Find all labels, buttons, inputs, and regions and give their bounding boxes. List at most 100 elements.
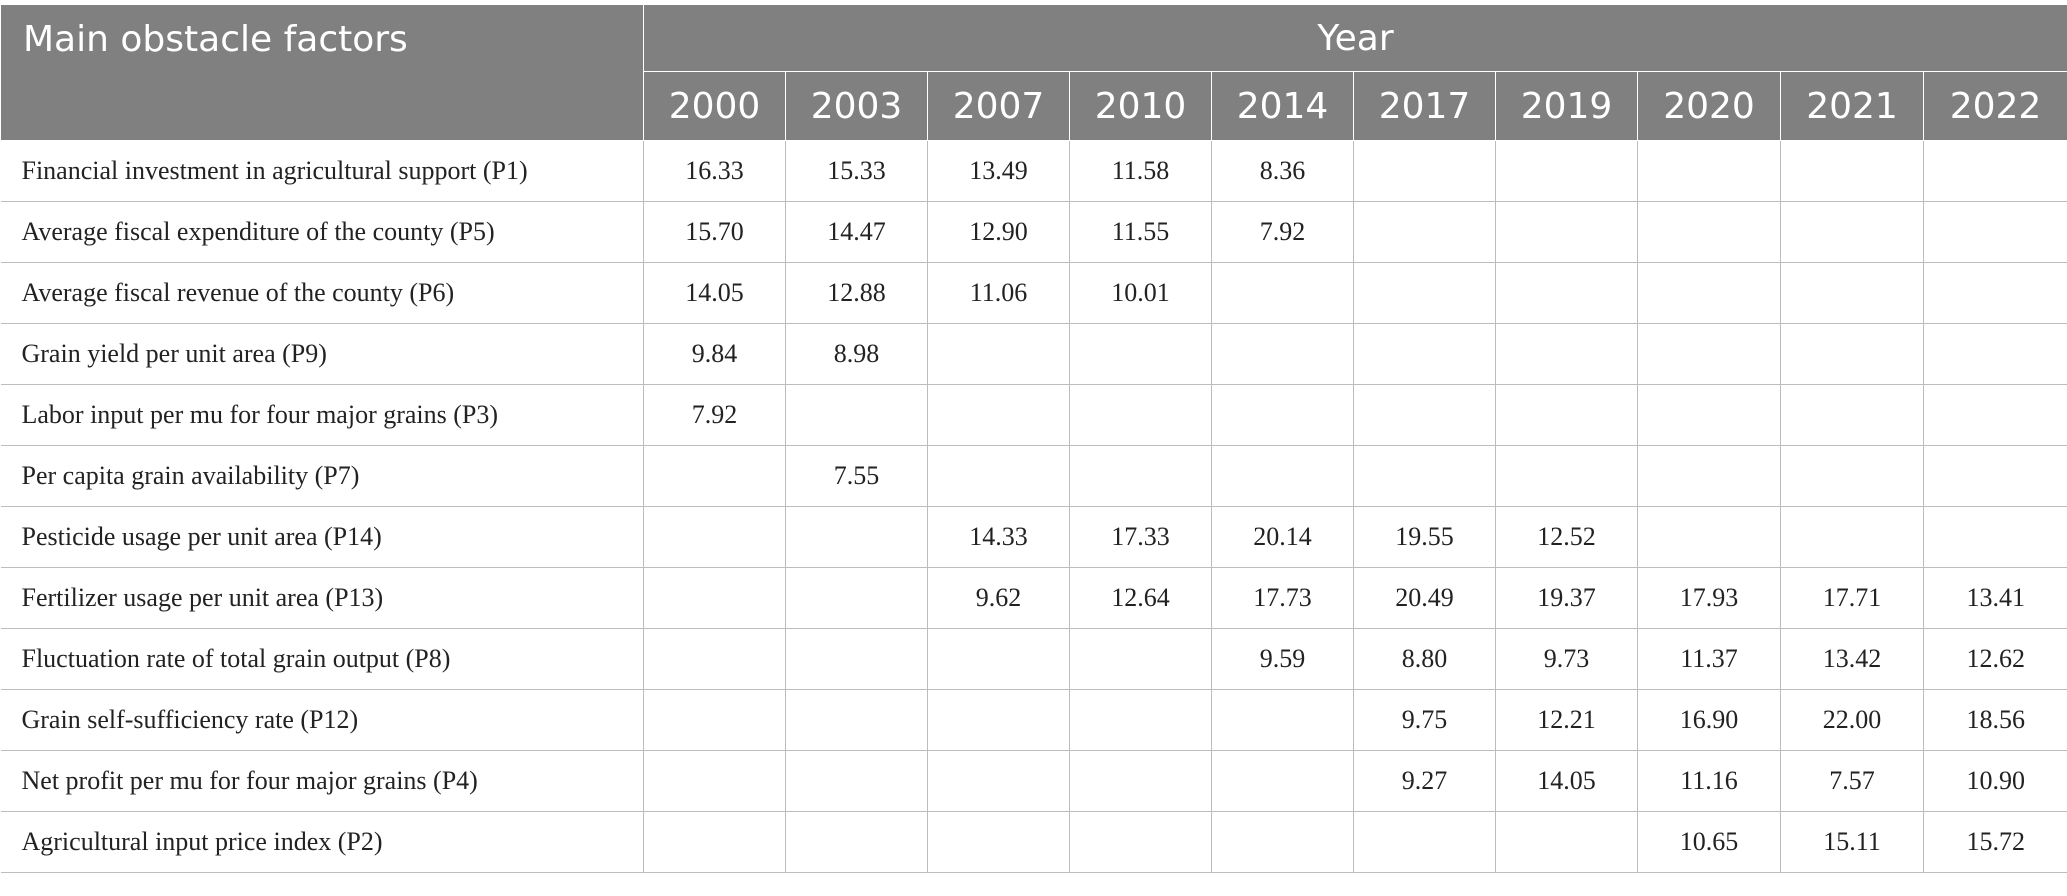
value-cell-2022: 10.90: [1922, 750, 2067, 812]
value-cell-2022: 13.41: [1922, 567, 2067, 629]
value-cell-2019: [1495, 384, 1638, 446]
value-cell-2019: 9.73: [1495, 628, 1638, 690]
year-header-2007: 2007: [927, 71, 1070, 141]
value-cell-2010: [1069, 323, 1212, 385]
value-cell-2022: [1922, 262, 2067, 324]
year-header-2010: 2010: [1069, 71, 1212, 141]
value-cell-2003: [785, 628, 928, 690]
value-cell-2003: [785, 689, 928, 751]
value-cell-2014: 7.92: [1211, 201, 1354, 263]
value-cell-2019: 12.52: [1495, 506, 1638, 568]
value-cell-2007: 9.62: [927, 567, 1070, 629]
value-cell-2000: [643, 506, 786, 568]
factor-column-header: Main obstacle factors: [0, 4, 644, 141]
value-cell-2017: 9.75: [1353, 689, 1496, 751]
year-header-2019: 2019: [1495, 71, 1638, 141]
value-cell-2019: [1495, 262, 1638, 324]
value-cell-2021: 7.57: [1780, 750, 1924, 812]
value-cell-2000: 7.92: [643, 384, 786, 446]
year-header-2021: 2021: [1780, 71, 1924, 141]
value-cell-2007: [927, 750, 1070, 812]
table-row: Financial investment in agricultural sup…: [0, 140, 2067, 202]
value-cell-2014: [1211, 811, 1354, 873]
table-row: Pesticide usage per unit area (P14) 14.33…: [0, 506, 2067, 568]
value-cell-2000: [643, 628, 786, 690]
year-header-2017: 2017: [1353, 71, 1496, 141]
value-cell-2022: 12.62: [1922, 628, 2067, 690]
value-cell-2019: 19.37: [1495, 567, 1638, 629]
value-cell-2010: 17.33: [1069, 506, 1212, 568]
value-cell-2014: [1211, 323, 1354, 385]
value-cell-2000: 9.84: [643, 323, 786, 385]
value-cell-2014: 8.36: [1211, 140, 1354, 202]
factor-cell: Per capita grain availability (P7): [0, 445, 644, 507]
factor-cell: Net profit per mu for four major grains …: [0, 750, 644, 812]
value-cell-2000: 15.70: [643, 201, 786, 263]
value-cell-2021: [1780, 506, 1924, 568]
value-cell-2017: [1353, 384, 1496, 446]
factor-cell: Average fiscal expenditure of the county…: [0, 201, 644, 263]
value-cell-2007: 12.90: [927, 201, 1070, 263]
factor-cell: Agricultural input price index (P2): [0, 811, 644, 873]
value-cell-2021: 22.00: [1780, 689, 1924, 751]
value-cell-2020: [1637, 262, 1781, 324]
value-cell-2017: [1353, 201, 1496, 263]
value-cell-2007: 11.06: [927, 262, 1070, 324]
value-cell-2014: 17.73: [1211, 567, 1354, 629]
value-cell-2022: [1922, 140, 2067, 202]
factor-cell: Fluctuation rate of total grain output (…: [0, 628, 644, 690]
table-body: Financial investment in agricultural sup…: [0, 140, 2067, 873]
value-cell-2020: [1637, 445, 1781, 507]
value-cell-2021: 15.11: [1780, 811, 1924, 873]
year-header-2014: 2014: [1211, 71, 1354, 141]
table-row: Grain yield per unit area (P9) 9.84 8.98: [0, 323, 2067, 385]
year-header-2003: 2003: [785, 71, 928, 141]
value-cell-2010: [1069, 689, 1212, 751]
table-row: Agricultural input price index (P2) 10.65…: [0, 811, 2067, 873]
value-cell-2022: [1922, 384, 2067, 446]
value-cell-2019: [1495, 201, 1638, 263]
value-cell-2021: [1780, 384, 1924, 446]
year-group-header: Year: [642, 4, 2067, 72]
value-cell-2007: [927, 384, 1070, 446]
table-row: Fertilizer usage per unit area (P13) 9.62…: [0, 567, 2067, 629]
value-cell-2021: [1780, 445, 1924, 507]
factor-cell: Financial investment in agricultural sup…: [0, 140, 644, 202]
factor-cell: Fertilizer usage per unit area (P13): [0, 567, 644, 629]
value-cell-2019: [1495, 445, 1638, 507]
obstacle-factors-table: Main obstacle factors Year 2000 2003 2007 2…: [0, 4, 2067, 873]
value-cell-2010: [1069, 384, 1212, 446]
value-cell-2014: [1211, 750, 1354, 812]
value-cell-2022: [1922, 445, 2067, 507]
value-cell-2020: 11.37: [1637, 628, 1781, 690]
year-header-2000: 2000: [643, 71, 786, 141]
table-row: Net profit per mu for four major grains …: [0, 750, 2067, 812]
year-header-row: 2000 2003 2007 2010 2014 2017 2019 2020 2021 2022: [1, 71, 2067, 141]
table-row: Per capita grain availability (P7) 7.55: [0, 445, 2067, 507]
value-cell-2022: [1922, 506, 2067, 568]
value-cell-2007: [927, 811, 1070, 873]
value-cell-2017: 19.55: [1353, 506, 1496, 568]
year-header-2022: 2022: [1922, 71, 2067, 141]
value-cell-2022: 15.72: [1922, 811, 2067, 873]
table-row: Fluctuation rate of total grain output (…: [0, 628, 2067, 690]
value-cell-2017: 9.27: [1353, 750, 1496, 812]
value-cell-2000: [643, 811, 786, 873]
value-cell-2007: 13.49: [927, 140, 1070, 202]
value-cell-2010: [1069, 811, 1212, 873]
value-cell-2017: [1353, 323, 1496, 385]
value-cell-2000: [643, 750, 786, 812]
value-cell-2022: [1922, 323, 2067, 385]
value-cell-2003: [785, 567, 928, 629]
table-row: Labor input per mu for four major grains…: [0, 384, 2067, 446]
factor-cell: Grain yield per unit area (P9): [0, 323, 644, 385]
value-cell-2003: [785, 384, 928, 446]
value-cell-2017: 20.49: [1353, 567, 1496, 629]
value-cell-2010: 11.55: [1069, 201, 1212, 263]
value-cell-2000: [643, 567, 786, 629]
factor-cell: Labor input per mu for four major grains…: [0, 384, 644, 446]
value-cell-2000: [643, 689, 786, 751]
value-cell-2022: 18.56: [1922, 689, 2067, 751]
table-row: Average fiscal expenditure of the county…: [0, 201, 2067, 263]
value-cell-2017: [1353, 445, 1496, 507]
